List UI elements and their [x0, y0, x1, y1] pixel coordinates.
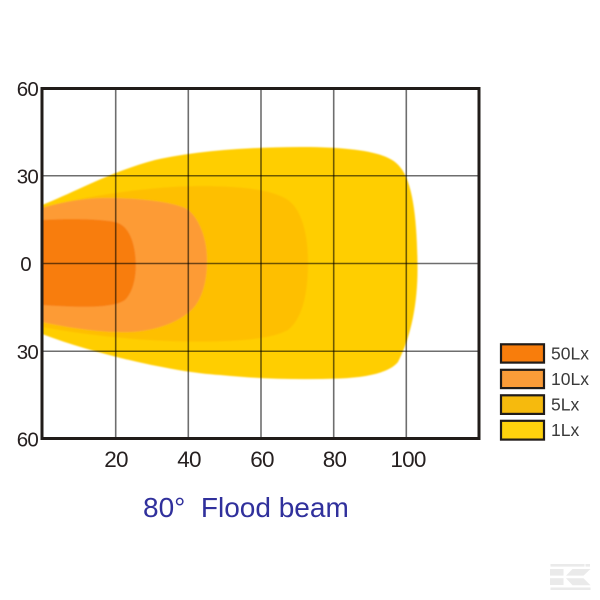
svg-text:10Lx: 10Lx [551, 369, 589, 389]
svg-text:80: 80 [323, 447, 347, 472]
svg-text:60: 60 [250, 447, 274, 472]
svg-text:5Lx: 5Lx [551, 395, 579, 415]
svg-text:20: 20 [104, 447, 128, 472]
svg-text:100: 100 [390, 447, 425, 472]
svg-text:40: 40 [177, 447, 201, 472]
svg-text:60: 60 [17, 78, 39, 101]
svg-text:80° Flood beam: 80° Flood beam [143, 492, 349, 523]
svg-text:60: 60 [17, 429, 39, 452]
svg-text:30: 30 [17, 341, 39, 364]
svg-text:1Lx: 1Lx [551, 420, 579, 440]
svg-text:0: 0 [20, 253, 31, 276]
svg-text:30: 30 [17, 165, 39, 188]
svg-text:50Lx: 50Lx [551, 344, 589, 364]
